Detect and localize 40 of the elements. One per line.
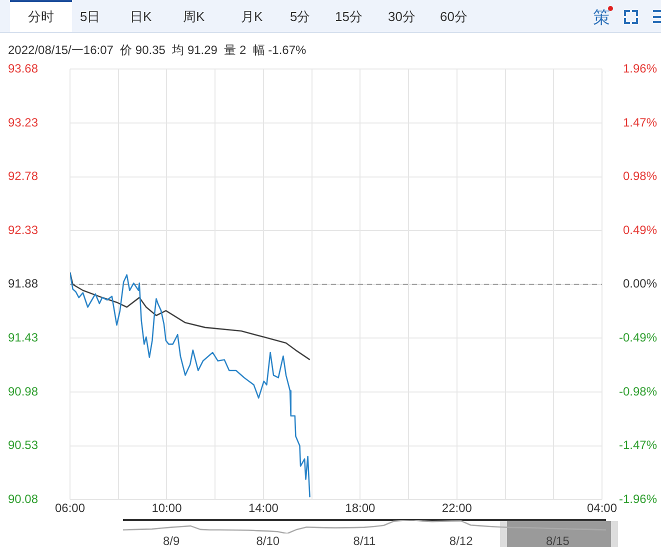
- x-tick-label: 8/9: [162, 534, 180, 547]
- text: 30分: [388, 8, 416, 26]
- x-tick-label: 8/15: [546, 534, 570, 547]
- x-tick-label: 14:00: [248, 501, 279, 516]
- y-tick-label: 91.88: [8, 276, 38, 291]
- x-tick-label: 8/12: [449, 534, 474, 547]
- x-tick-label: 06:00: [54, 501, 86, 516]
- text: 策: [593, 7, 610, 29]
- y-tick-label: 93.68: [8, 62, 38, 76]
- y2-tick-label: 1.47%: [622, 115, 658, 130]
- chart-title: 2022/08/15/一16:07 价 90.35 均 91.29 量 2 幅 -1.67%: [8, 42, 306, 59]
- text: 5日: [80, 8, 100, 26]
- text: 月K: [241, 8, 263, 26]
- y2-tick-label: 0.98%: [622, 169, 658, 184]
- x-tick-label: 10:00: [152, 501, 182, 516]
- y-tick-label: 90.08: [8, 492, 38, 506]
- x-tick-label: 8/10: [256, 534, 280, 547]
- y-tick-label: 93.23: [8, 115, 38, 130]
- y2-tick-label: 0.49%: [622, 222, 658, 237]
- y2-tick-label: 0.00%: [622, 276, 658, 291]
- y-tick-label: 90.53: [8, 438, 38, 452]
- y2-tick-label: -0.98%: [618, 384, 658, 398]
- text: 15分: [335, 8, 362, 26]
- y-tick-label: 92.33: [8, 222, 38, 237]
- x-tick-label: 8/11: [353, 534, 376, 547]
- y2-tick-label: -1.47%: [618, 438, 658, 452]
- y2-tick-label: -0.49%: [618, 330, 658, 345]
- text: 周K: [183, 8, 205, 26]
- text: 分时: [10, 0, 72, 32]
- x-tick-label: 22:00: [442, 501, 472, 516]
- text: 5分: [290, 8, 310, 26]
- y-tick-label: 92.78: [8, 169, 38, 184]
- x-tick-label: 18:00: [345, 501, 376, 516]
- x-tick-label: 04:00: [586, 501, 618, 516]
- y2-tick-label: -1.96%: [618, 492, 658, 506]
- text: 60分: [440, 8, 468, 26]
- y-tick-label: 90.98: [8, 384, 38, 398]
- text: 日K: [130, 8, 152, 26]
- y2-tick-label: 1.96%: [622, 62, 658, 76]
- y-tick-label: 91.43: [8, 330, 38, 345]
